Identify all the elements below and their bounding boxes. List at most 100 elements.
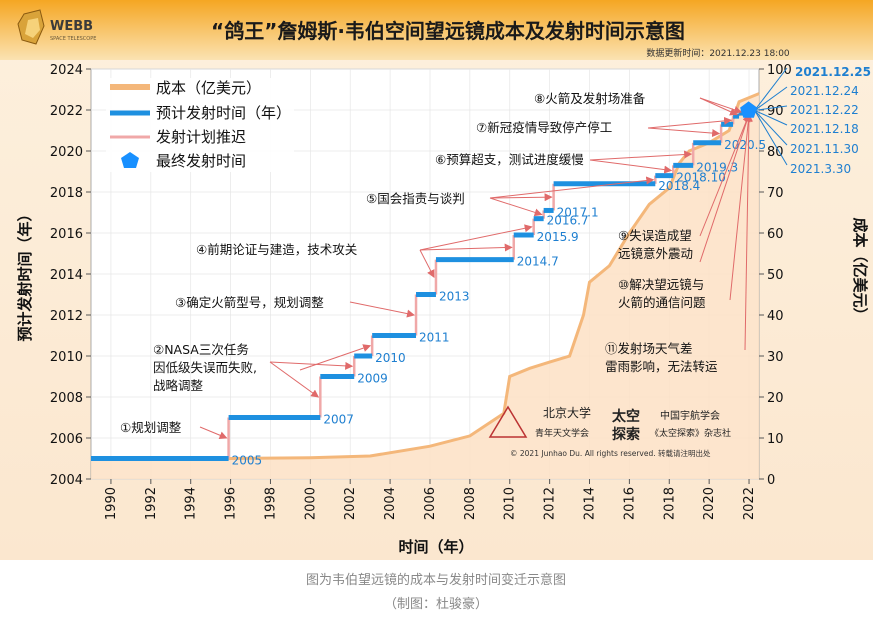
annotation-4: ④前期论证与建造，技术攻关: [196, 242, 357, 257]
annotation-9-line2: 远镜意外震动: [618, 246, 693, 261]
annotation-arrow: [699, 113, 751, 237]
final-date-connector: [754, 86, 788, 111]
y-right-tick-label: 80: [767, 145, 784, 160]
caption-line2: （制图：杜骏豪）: [384, 596, 488, 612]
plan-label: 2018.10: [676, 171, 726, 185]
cost-line: [91, 92, 760, 460]
x-tick-label: 1998: [263, 487, 278, 520]
credit-org2-line2: 《太空探索》杂志社: [650, 427, 731, 439]
final-date-2: 2021.12.24: [790, 84, 859, 98]
astronomy-society-logo: [488, 405, 528, 438]
credit-org1-line1: 北京大学: [543, 405, 591, 420]
plan-label: 2019.3: [696, 160, 738, 174]
x-tick-label: 1996: [224, 487, 239, 520]
annotation-arrow: [269, 361, 320, 398]
plan-labels: 2005 2007 2009 2010 2011 2013 2014.7 2015.9 2016…: [232, 138, 767, 468]
final-date-connector: [754, 67, 788, 111]
y-right-tick-label: 40: [767, 309, 784, 324]
final-date-connector: [754, 110, 788, 166]
x-tick-label: 2018: [662, 487, 677, 520]
credits: 北京大学 青年天文学会 太空 探索 中国宇航学会 《太空探索》杂志社 © 202…: [488, 405, 731, 458]
annotation-arrow: [647, 127, 721, 138]
x-tick-label: 1990: [104, 487, 119, 520]
plan-label: 2009: [357, 372, 388, 386]
y-left-tick-label: 2014: [50, 268, 83, 283]
annotation-2-line1: ②NASA三次任务: [153, 342, 249, 357]
annotation-arrow: [419, 249, 435, 278]
x-tick-label: 2012: [543, 487, 558, 520]
y-right-tick-label: 0: [767, 473, 775, 488]
update-time: 数据更新时间：2021.12.23 18:00: [646, 47, 790, 59]
y-right-tick-label: 20: [767, 391, 784, 406]
final-date-5: 2021.11.30: [790, 142, 859, 156]
annotation-arrow: [199, 426, 228, 440]
y-right-tick-label: 70: [767, 186, 784, 201]
y-right-tick-label: 30: [767, 350, 784, 365]
x-tick-label: 2006: [423, 487, 438, 520]
annotation-5: ⑤国会指责与谈判: [366, 191, 465, 206]
logo-text: WEBB: [50, 19, 93, 34]
annotation-7: ⑦新冠疫情导致停产停工: [476, 120, 612, 135]
annotation-arrow: [647, 116, 733, 129]
legend-swatch-final: [121, 152, 139, 168]
credit-org2-line1: 中国宇航学会: [660, 409, 720, 422]
y-right-tick-label: 10: [767, 432, 784, 447]
plan-label: 2016.7: [547, 214, 589, 228]
x-tick-label: 2016: [622, 487, 637, 520]
y-left-tick-label: 2018: [50, 186, 83, 201]
x-tick-label: 2002: [343, 487, 358, 520]
final-date-3: 2021.12.22: [790, 103, 859, 117]
x-axis-label: 时间（年）: [398, 538, 473, 556]
y-left-tick-label: 2020: [50, 145, 83, 160]
plan-label: 2014.7: [517, 255, 559, 269]
annotation-arrow: [744, 113, 753, 351]
legend: 成本（亿美元） 预计发射时间（年） 发射计划推迟 最终发射时间: [106, 78, 294, 172]
y-right-tick-label: 50: [767, 268, 784, 283]
annotation-arrow: [489, 176, 655, 199]
plan-label: 2017.1: [557, 205, 599, 219]
plan-label: 2011: [419, 331, 450, 345]
annotation-8: ⑧火箭及发射场准备: [534, 91, 646, 106]
logo-subtext: SPACE TELESCOPE: [50, 36, 96, 42]
y-left-tick-label: 2008: [50, 391, 83, 406]
y-left-tick-label: 2006: [50, 432, 83, 447]
header-band: [0, 0, 873, 60]
y-right-tick-label: 100: [767, 63, 792, 78]
annotation-10-line1: ⑩解决望远镜与: [618, 277, 704, 292]
cost-area: [91, 93, 759, 479]
final-date-6: 2021.3.30: [790, 162, 851, 176]
annotation-arrow: [299, 344, 372, 371]
annotation-arrow: [699, 97, 738, 116]
annotation-6: ⑥预算超支，测试进度缓慢: [435, 152, 584, 167]
final-date-connector: [754, 109, 788, 126]
plan-label: 2010: [375, 351, 406, 365]
annotation-arrow: [349, 301, 416, 318]
legend-label-cost: 成本（亿美元）: [156, 79, 261, 97]
annotation-2-line3: 战略调整: [153, 378, 204, 393]
annotation-11-line2: 雷雨影响，无法转运: [605, 359, 718, 374]
annotation-2-line2: 因低级失误而失败,: [153, 360, 257, 375]
annotation-arrows: [199, 97, 753, 440]
y-left-tick-label: 2004: [50, 473, 83, 488]
credit-org2-short2: 探索: [612, 426, 640, 443]
y-left-tick-label: 2016: [50, 227, 83, 242]
x-tick-label: 2010: [503, 487, 518, 520]
y-axis-left-label: 预计发射时间（年）: [16, 206, 34, 341]
final-date-connector: [754, 105, 788, 111]
plan-label: 2005: [232, 454, 263, 468]
final-launch-marker: [740, 101, 758, 118]
chart-title: “鸽王”詹姆斯·韦伯空间望远镜成本及发射时间示意图: [211, 19, 685, 43]
final-date-connectors: [754, 67, 788, 166]
annotation-arrow: [589, 150, 693, 161]
x-tick-label: 2014: [583, 487, 598, 520]
annotation-arrow: [419, 224, 533, 251]
x-tick-label: 1992: [144, 487, 159, 520]
final-date-connector: [754, 110, 788, 146]
x-tick-label: 2008: [463, 487, 478, 520]
x-tick-label: 2004: [383, 487, 398, 520]
y-left-tick-label: 2022: [50, 104, 83, 119]
x-tick-label: 1994: [184, 487, 199, 520]
annotation-3: ③确定火箭型号，规划调整: [175, 295, 324, 310]
